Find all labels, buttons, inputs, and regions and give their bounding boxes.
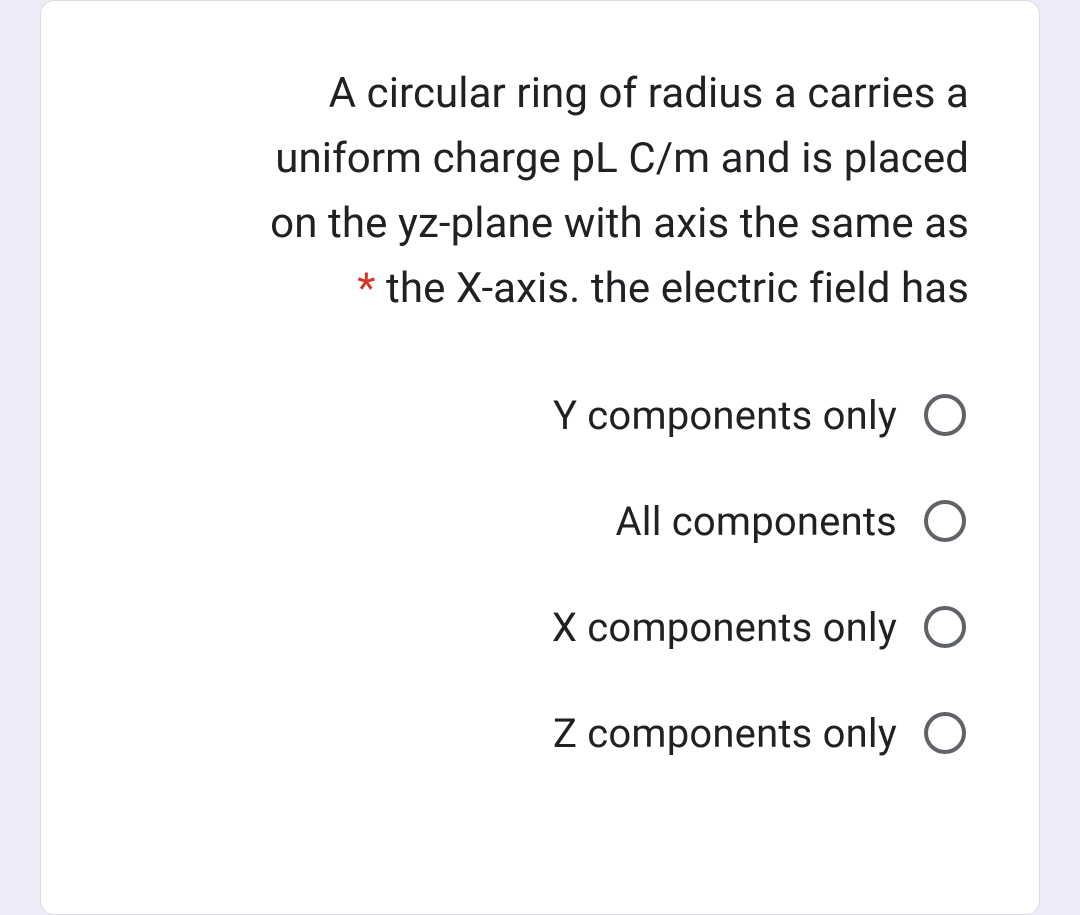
option-label: X components only xyxy=(552,604,897,651)
question-line: uniform charge pL C/m and is placed xyxy=(275,134,969,183)
question-line: the X-axis. the electric field has xyxy=(386,264,969,313)
question-card: A circular ring of radius a carries a un… xyxy=(40,0,1040,915)
question-text: A circular ring of radius a carries a un… xyxy=(111,61,969,321)
options-group: Y components only All components X compo… xyxy=(111,391,969,757)
radio-unchecked-icon xyxy=(921,391,969,439)
radio-unchecked-icon xyxy=(921,497,969,545)
required-star-icon: * xyxy=(357,264,375,313)
option-label: Z components only xyxy=(553,710,897,757)
option-y-components[interactable]: Y components only xyxy=(111,391,969,439)
option-label: Y components only xyxy=(553,392,897,439)
question-line: on the yz-plane with axis the same as xyxy=(270,199,969,248)
option-x-components[interactable]: X components only xyxy=(111,603,969,651)
option-all-components[interactable]: All components xyxy=(111,497,969,545)
radio-unchecked-icon xyxy=(921,709,969,757)
option-label: All components xyxy=(616,498,898,545)
question-line: A circular ring of radius a carries a xyxy=(329,69,969,118)
option-z-components[interactable]: Z components only xyxy=(111,709,969,757)
radio-unchecked-icon xyxy=(921,603,969,651)
